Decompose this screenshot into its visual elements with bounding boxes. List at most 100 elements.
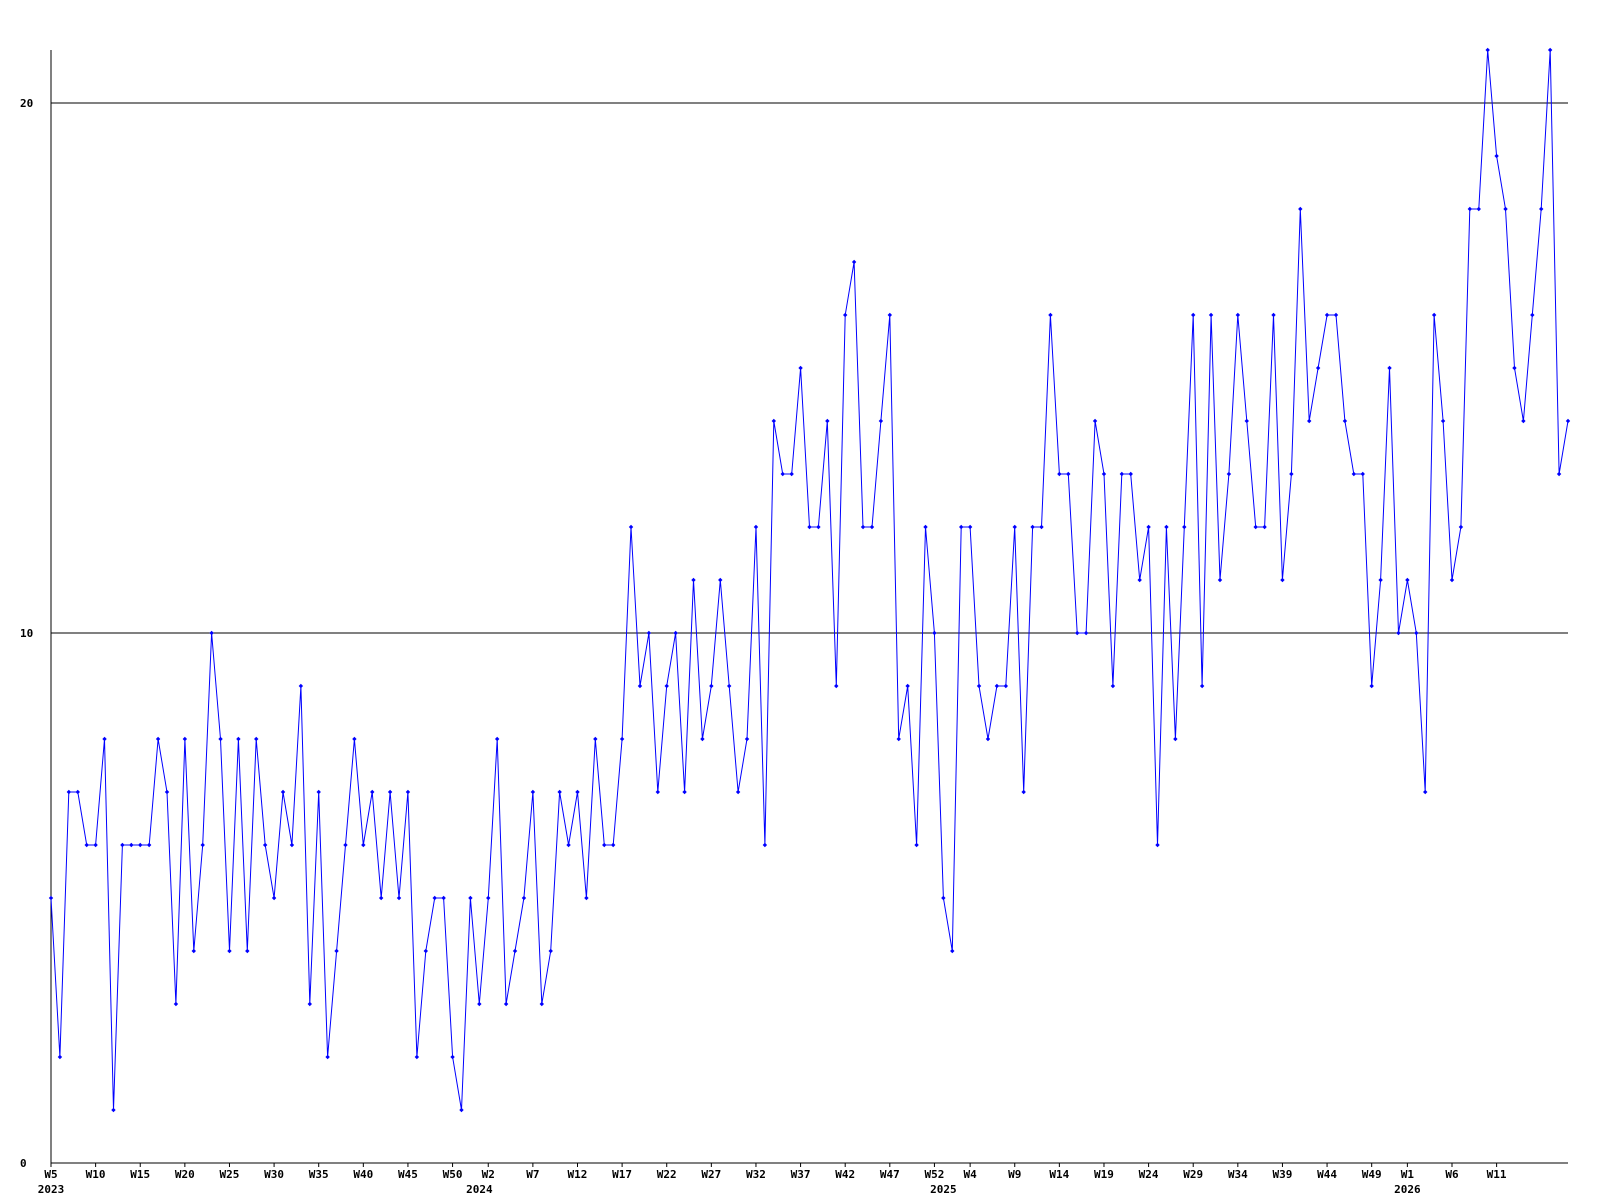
x-tick-label: W4 xyxy=(963,1168,977,1181)
point xyxy=(66,789,72,795)
point xyxy=(138,842,143,848)
point xyxy=(218,736,223,742)
point xyxy=(289,842,295,848)
point xyxy=(700,736,705,742)
y-tick-label: 10 xyxy=(20,627,33,640)
point xyxy=(593,736,598,742)
point xyxy=(637,683,643,689)
point xyxy=(1360,471,1365,477)
point xyxy=(227,948,232,954)
x-tick-label: W50 xyxy=(443,1168,463,1181)
point xyxy=(1182,524,1187,530)
point xyxy=(1521,418,1526,424)
point xyxy=(468,895,473,901)
point xyxy=(1075,630,1080,636)
point xyxy=(602,842,607,848)
x-tick-label: W12 xyxy=(568,1168,588,1181)
point xyxy=(521,895,527,901)
x-tick-label: W24 xyxy=(1139,1168,1159,1181)
point xyxy=(191,948,196,954)
point xyxy=(619,736,625,742)
point xyxy=(1119,471,1125,477)
point xyxy=(530,789,536,795)
x-tick-label: W49 xyxy=(1362,1168,1382,1181)
x-year-label: 2023 xyxy=(38,1183,65,1196)
point xyxy=(378,895,384,901)
point xyxy=(1048,312,1053,318)
point xyxy=(1431,312,1437,318)
point xyxy=(370,789,375,795)
x-tick-label: W40 xyxy=(353,1168,373,1181)
point xyxy=(1003,683,1009,689)
point xyxy=(1164,524,1169,530)
point xyxy=(343,842,348,848)
point xyxy=(1271,312,1276,318)
point xyxy=(1414,630,1419,636)
point xyxy=(1110,683,1116,689)
point xyxy=(459,1107,464,1113)
x-tick-label: W9 xyxy=(1008,1168,1021,1181)
point xyxy=(512,948,518,954)
point xyxy=(1512,365,1517,371)
point xyxy=(209,630,214,636)
point xyxy=(1021,789,1026,795)
point xyxy=(548,948,553,954)
point xyxy=(1199,683,1205,689)
point xyxy=(1351,471,1357,477)
y-tick-label: 0 xyxy=(20,1157,27,1170)
point xyxy=(1467,206,1473,212)
point xyxy=(539,1001,544,1007)
x-tick-label: W32 xyxy=(746,1168,766,1181)
point xyxy=(798,365,803,371)
point xyxy=(1307,418,1312,424)
x-tick-label: W42 xyxy=(835,1168,855,1181)
point xyxy=(851,259,857,265)
point xyxy=(985,736,991,742)
point xyxy=(57,1054,63,1060)
point xyxy=(245,948,250,954)
point xyxy=(753,524,759,530)
point xyxy=(93,842,98,848)
point xyxy=(280,789,286,795)
point xyxy=(816,524,821,530)
point xyxy=(120,842,125,848)
x-tick-label: W35 xyxy=(309,1168,329,1181)
point xyxy=(396,895,402,901)
point xyxy=(682,789,687,795)
point xyxy=(932,630,937,636)
point xyxy=(1378,577,1383,583)
point xyxy=(1494,153,1499,159)
point xyxy=(914,842,919,848)
point xyxy=(905,683,910,689)
point xyxy=(1262,524,1267,530)
point xyxy=(1101,471,1107,477)
point xyxy=(628,524,634,530)
point xyxy=(842,312,848,318)
point xyxy=(1298,206,1303,212)
point xyxy=(1547,47,1553,53)
point xyxy=(1146,524,1151,530)
point xyxy=(1155,842,1160,848)
point xyxy=(352,736,357,742)
point xyxy=(878,418,884,424)
x-tick-label: W34 xyxy=(1228,1168,1248,1181)
point xyxy=(1324,312,1330,318)
x-tick-label: W22 xyxy=(657,1168,677,1181)
point xyxy=(155,736,161,742)
point xyxy=(1208,312,1214,318)
x-year-label: 2025 xyxy=(930,1183,957,1196)
point xyxy=(1173,736,1178,742)
x-tick-label: W17 xyxy=(612,1168,632,1181)
point xyxy=(941,895,946,901)
point xyxy=(1458,524,1464,530)
x-tick-label: W27 xyxy=(701,1168,721,1181)
point xyxy=(1503,206,1508,212)
x-tick-label: W47 xyxy=(880,1168,900,1181)
point xyxy=(1083,630,1089,636)
x-tick-label: W11 xyxy=(1487,1168,1507,1181)
point xyxy=(789,471,794,477)
point xyxy=(307,1001,312,1007)
point xyxy=(1556,471,1562,477)
x-tick-label: W10 xyxy=(86,1168,106,1181)
